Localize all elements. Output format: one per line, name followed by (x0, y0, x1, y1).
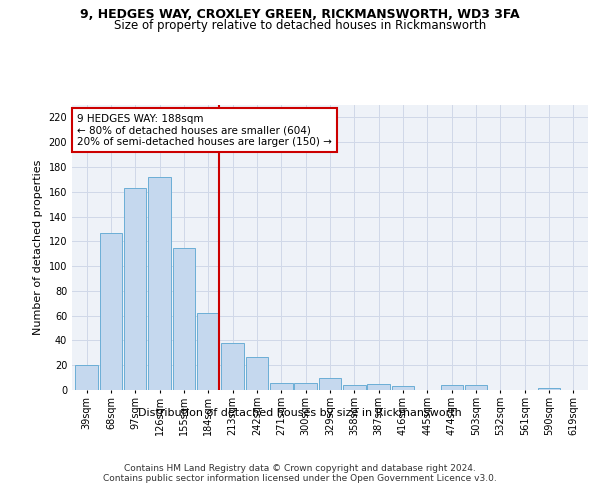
Text: 9, HEDGES WAY, CROXLEY GREEN, RICKMANSWORTH, WD3 3FA: 9, HEDGES WAY, CROXLEY GREEN, RICKMANSWO… (80, 8, 520, 20)
Bar (270, 382, 293, 390)
Bar (295, 382, 317, 390)
Bar (246, 356, 268, 390)
Bar (392, 386, 414, 390)
Bar (367, 384, 390, 390)
Bar (343, 385, 365, 390)
Y-axis label: Number of detached properties: Number of detached properties (33, 160, 43, 335)
Text: Contains HM Land Registry data © Crown copyright and database right 2024.: Contains HM Land Registry data © Crown c… (124, 464, 476, 473)
Bar (465, 385, 487, 390)
Bar (124, 188, 146, 390)
Bar (319, 378, 341, 390)
Bar (197, 313, 220, 390)
Bar (440, 385, 463, 390)
Bar (148, 177, 171, 390)
Bar (100, 232, 122, 390)
Text: Size of property relative to detached houses in Rickmansworth: Size of property relative to detached ho… (114, 19, 486, 32)
Bar (173, 248, 195, 390)
Bar (76, 365, 98, 390)
Text: Distribution of detached houses by size in Rickmansworth: Distribution of detached houses by size … (138, 408, 462, 418)
Text: 9 HEDGES WAY: 188sqm
← 80% of detached houses are smaller (604)
20% of semi-deta: 9 HEDGES WAY: 188sqm ← 80% of detached h… (77, 114, 332, 147)
Bar (221, 343, 244, 390)
Bar (538, 388, 560, 390)
Text: Contains public sector information licensed under the Open Government Licence v3: Contains public sector information licen… (103, 474, 497, 483)
